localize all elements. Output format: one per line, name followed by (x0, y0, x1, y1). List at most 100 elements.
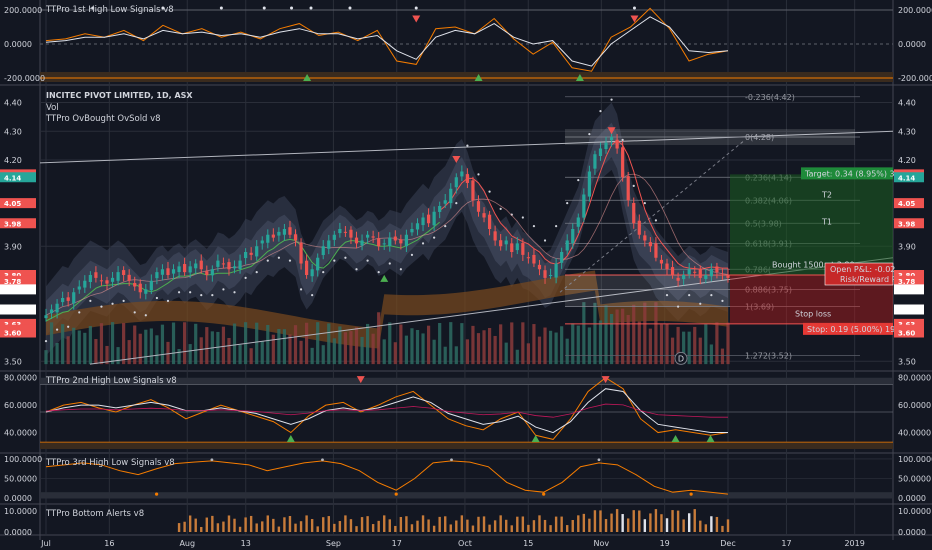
target-zone (730, 174, 893, 275)
candle-body (587, 171, 591, 197)
sar-dot (155, 296, 158, 300)
alert-bar (410, 524, 414, 532)
volume-bar (166, 341, 170, 365)
pnl-box (824, 262, 894, 286)
volume-bar (687, 331, 691, 365)
candle-body (244, 252, 248, 259)
sar-dot (455, 202, 458, 205)
osc1-y-tick-right: 0.0000 (898, 40, 926, 49)
volume-bar (521, 322, 525, 365)
candle-body (133, 283, 137, 287)
candle-body (682, 275, 686, 280)
signal-dot (290, 6, 294, 10)
volume-bar (493, 335, 497, 365)
candle-body (365, 234, 370, 238)
volume-bar (99, 323, 104, 365)
candle-body (266, 234, 270, 243)
price-y-tick-right: 4.30 (898, 127, 916, 136)
candle-body (421, 217, 425, 226)
projection-line (559, 139, 746, 293)
alert-bar (649, 513, 652, 532)
sar-dot (521, 216, 524, 219)
price-tag-left (0, 318, 36, 329)
ma-fast-line (45, 221, 440, 322)
target-box (801, 167, 893, 180)
alert-bar (371, 524, 375, 532)
volume-bar (282, 329, 287, 365)
osc1-y-tick-left: 200.0000 (4, 6, 42, 15)
high-signal-dot (450, 458, 453, 462)
price-tag-left-text: 3.75 (4, 286, 21, 294)
price-tag-right-text: 3.98 (898, 220, 915, 228)
volume-bar (648, 328, 652, 365)
risk-reward-label: Risk/Reward R (840, 275, 898, 284)
price-y-tick-right: 4.20 (898, 156, 916, 165)
candle-body (643, 235, 647, 241)
candle-body (377, 238, 381, 247)
candle-body (449, 188, 453, 204)
alert-bar (599, 510, 602, 532)
alert-bar (510, 525, 513, 532)
sar-dot (399, 268, 402, 271)
volume-bar (72, 327, 76, 365)
alerts-y-tick-left: 0.0000 (4, 528, 32, 537)
volume-bar (88, 326, 92, 365)
alert-bar (682, 519, 685, 532)
candle-body (171, 269, 176, 274)
sar-dot (466, 144, 469, 147)
candle-body (138, 283, 142, 293)
alert-bar (249, 515, 253, 532)
candle-body (210, 269, 214, 276)
sar-dot (78, 311, 81, 314)
alert-bar (604, 519, 608, 532)
osc2-y-tick-right: 60.0000 (898, 401, 931, 410)
target-label: Target: 0.34 (8.95%) 3 (804, 169, 895, 178)
buy-arrow-icon (706, 435, 715, 443)
sell-arrow-icon (630, 15, 639, 23)
candle-body (61, 298, 65, 303)
sar-dot (355, 268, 358, 271)
volume-bar (510, 322, 514, 365)
sar-dot (266, 259, 269, 262)
price-tag-left (0, 172, 36, 183)
volume-bar (349, 331, 353, 365)
osc2-y-tick-right: 80.0000 (898, 374, 931, 383)
price-tag-left (0, 284, 36, 295)
t1-label: T1 (821, 217, 832, 226)
alert-bar (521, 516, 525, 532)
volume-bar (582, 302, 586, 365)
volume-bar (659, 324, 664, 365)
volume-bar (260, 341, 264, 365)
volume-bar (188, 344, 192, 365)
osc2-y-tick-right: 40.0000 (898, 429, 931, 438)
price-tag-right (894, 327, 924, 338)
signal-dot (262, 6, 266, 10)
alert-bar (538, 515, 541, 532)
candle-body (543, 270, 547, 278)
volume-bar (83, 332, 87, 365)
candle-body (338, 229, 342, 234)
sar-dot (344, 256, 347, 259)
candle-body (648, 242, 652, 247)
candle-body (332, 234, 336, 240)
volume-bar (537, 336, 542, 365)
alert-bar (527, 524, 530, 532)
volume-bar (116, 347, 120, 365)
volume-bar (693, 326, 697, 365)
candle-body (321, 246, 325, 256)
candle-body (221, 263, 226, 265)
volume-bar (576, 325, 580, 365)
candle-body (537, 264, 542, 270)
candle-body (715, 266, 719, 273)
signal-dot (219, 6, 223, 10)
candle-body (194, 263, 198, 269)
candle-body (371, 236, 375, 238)
osc1-y-tick-left: -200.0000 (4, 74, 45, 83)
alert-bar (421, 515, 425, 532)
alert-bar (710, 516, 713, 532)
sar-dot (665, 294, 669, 297)
sar-dot (133, 311, 136, 314)
volume-bar (704, 323, 708, 365)
pane-bg-alert (0, 505, 932, 534)
alert-bar (699, 520, 702, 532)
